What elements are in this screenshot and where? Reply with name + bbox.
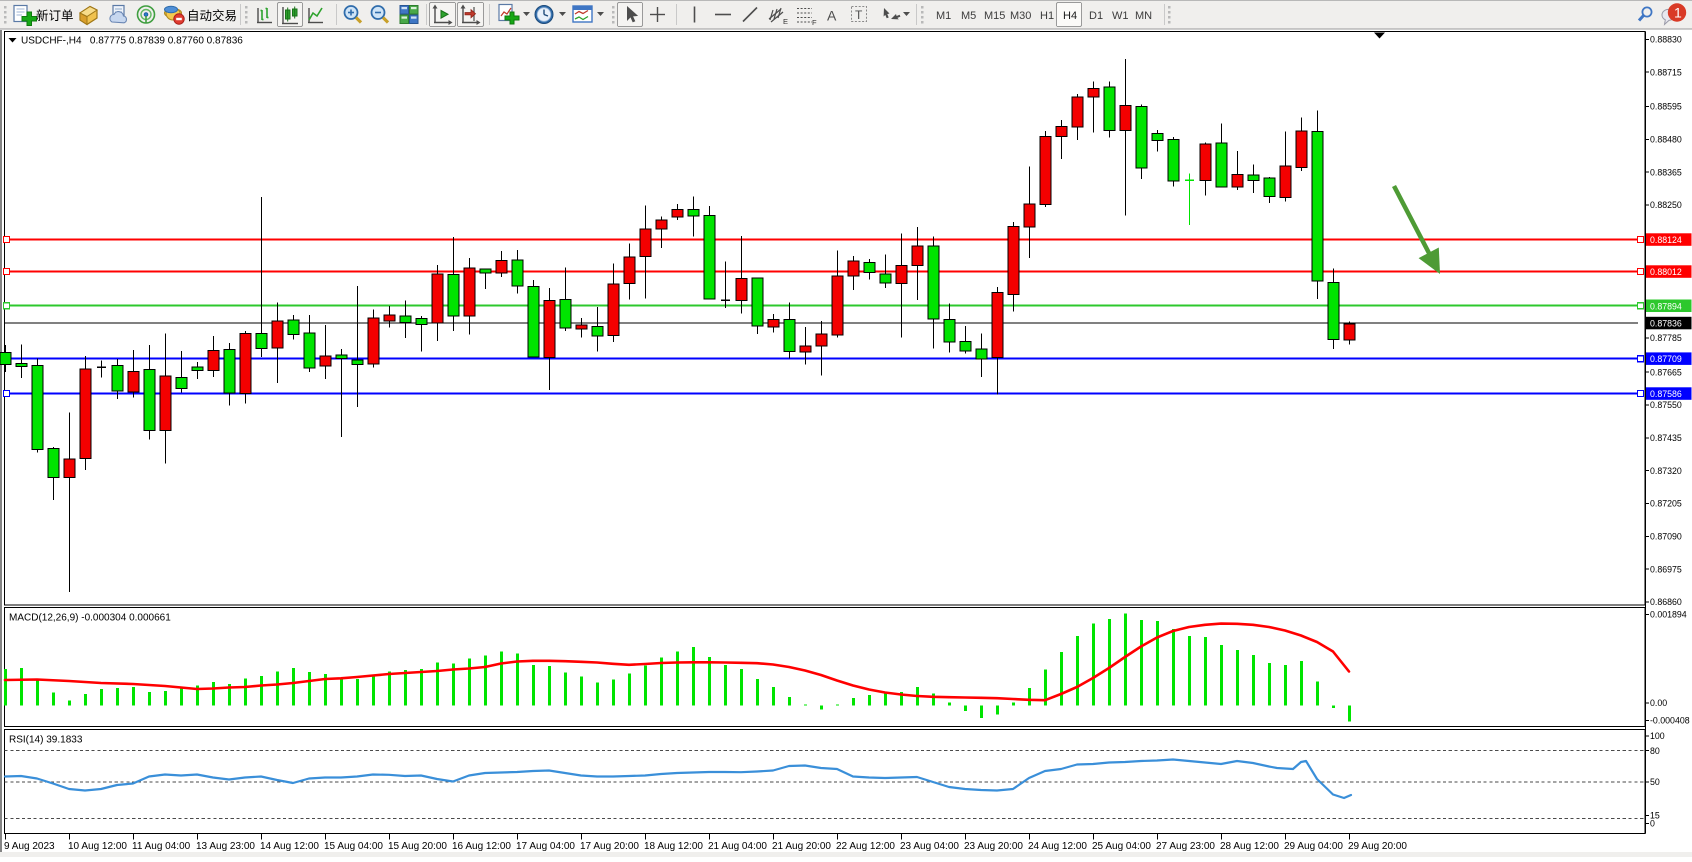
svg-text:H1: H1 [1040,10,1054,22]
svg-text:0.87665: 0.87665 [1650,367,1682,377]
svg-text:21 Aug 20:00: 21 Aug 20:00 [772,841,831,852]
svg-text:0.88250: 0.88250 [1650,200,1682,210]
svg-text:15 Aug 04:00: 15 Aug 04:00 [324,841,383,852]
svg-text:17 Aug 04:00: 17 Aug 04:00 [516,841,575,852]
svg-text:16 Aug 12:00: 16 Aug 12:00 [452,841,511,852]
svg-text:27 Aug 23:00: 27 Aug 23:00 [1156,841,1215,852]
svg-text:23 Aug 20:00: 23 Aug 20:00 [964,841,1023,852]
svg-text:0.88365: 0.88365 [1650,167,1682,177]
svg-text:0.88595: 0.88595 [1650,102,1682,112]
svg-text:M5: M5 [961,10,976,22]
svg-text:0.87836: 0.87836 [1650,319,1682,329]
svg-text:A: A [827,8,837,24]
svg-text:1: 1 [1674,5,1682,21]
svg-text:自动交易: 自动交易 [187,8,237,23]
svg-text:11 Aug 04:00: 11 Aug 04:00 [132,841,191,852]
svg-text:0.87785: 0.87785 [1650,333,1682,343]
svg-text:10 Aug 12:00: 10 Aug 12:00 [68,841,127,852]
svg-text:MACD(12,26,9) -0.000304 0.0006: MACD(12,26,9) -0.000304 0.000661 [9,613,171,624]
svg-text:M1: M1 [936,10,951,22]
svg-text:W1: W1 [1112,10,1129,22]
svg-text:28 Aug 12:00: 28 Aug 12:00 [1220,841,1279,852]
svg-text:T: T [855,8,863,22]
svg-text:29 Aug 20:00: 29 Aug 20:00 [1348,841,1407,852]
svg-text:0.86975: 0.86975 [1650,564,1682,574]
svg-text:15 Aug 20:00: 15 Aug 20:00 [388,841,447,852]
svg-text:0.001894: 0.001894 [1650,610,1687,620]
svg-text:F: F [812,18,817,27]
svg-text:0.88124: 0.88124 [1650,235,1682,245]
svg-text:-0.000408: -0.000408 [1650,716,1690,726]
svg-text:0.00: 0.00 [1650,698,1667,708]
svg-text:MN: MN [1135,10,1152,22]
svg-text:0.87205: 0.87205 [1650,499,1682,509]
svg-text:18 Aug 12:00: 18 Aug 12:00 [644,841,703,852]
svg-text:17 Aug 20:00: 17 Aug 20:00 [580,841,639,852]
svg-text:0.88012: 0.88012 [1650,267,1682,277]
svg-text:22 Aug 12:00: 22 Aug 12:00 [836,841,895,852]
svg-text:H4: H4 [1063,10,1077,22]
svg-text:0.87586: 0.87586 [1650,389,1682,399]
svg-text:15: 15 [1650,811,1660,821]
svg-text:E: E [783,17,788,26]
svg-text:50: 50 [1650,777,1660,787]
svg-text:M15: M15 [984,10,1005,22]
svg-text:0: 0 [1650,819,1655,829]
svg-text:0.88715: 0.88715 [1650,67,1682,77]
svg-text:25 Aug 04:00: 25 Aug 04:00 [1092,841,1151,852]
svg-text:13 Aug 23:00: 13 Aug 23:00 [196,841,255,852]
svg-text:100: 100 [1650,731,1665,741]
svg-text:0.88480: 0.88480 [1650,135,1682,145]
svg-text:0.87894: 0.87894 [1650,301,1682,311]
svg-text:24 Aug 12:00: 24 Aug 12:00 [1028,841,1087,852]
svg-text:14 Aug 12:00: 14 Aug 12:00 [260,841,319,852]
svg-text:0.87435: 0.87435 [1650,433,1682,443]
svg-text:D1: D1 [1089,10,1103,22]
svg-text:RSI(14) 39.1833: RSI(14) 39.1833 [9,735,83,746]
svg-text:29 Aug 04:00: 29 Aug 04:00 [1284,841,1343,852]
svg-text:80: 80 [1650,746,1660,756]
svg-text:0.87709: 0.87709 [1650,354,1682,364]
svg-text:0.87550: 0.87550 [1650,400,1682,410]
svg-text:0.86860: 0.86860 [1650,597,1682,607]
svg-text:0.88830: 0.88830 [1650,35,1682,45]
svg-text:0.87320: 0.87320 [1650,466,1682,476]
svg-text:23 Aug 04:00: 23 Aug 04:00 [900,841,959,852]
svg-text:0.87090: 0.87090 [1650,532,1682,542]
svg-text:9 Aug 2023: 9 Aug 2023 [4,841,55,852]
svg-text:USDCHF-,H4 0.87775 0.87839 0: USDCHF-,H4 0.87775 0.87839 0.87760 0.878… [21,36,243,47]
svg-text:21 Aug 04:00: 21 Aug 04:00 [708,841,767,852]
svg-text:新订单: 新订单 [36,8,74,23]
svg-text:M30: M30 [1010,10,1031,22]
